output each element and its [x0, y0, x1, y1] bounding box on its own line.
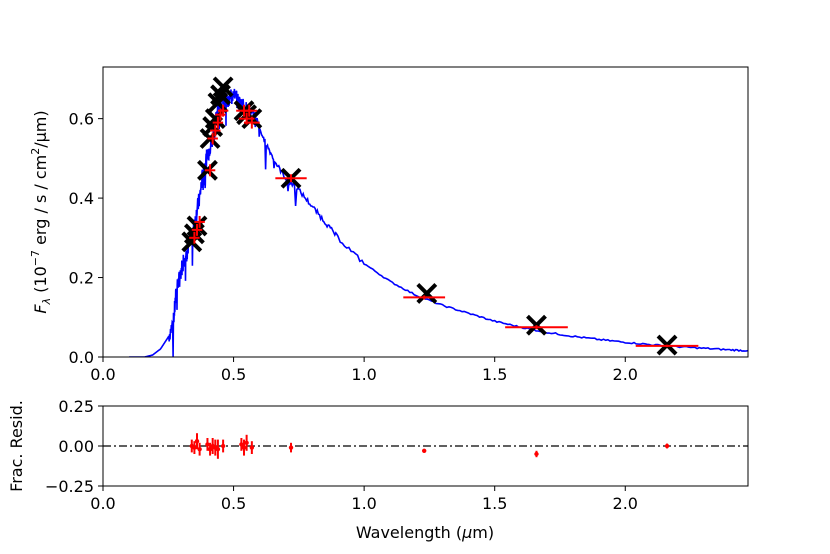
- marker-stroke: [416, 283, 438, 304]
- residual-point: [194, 433, 200, 450]
- main-y-tick-label: 0.4: [69, 189, 94, 208]
- residual-marker: [207, 447, 213, 452]
- residual-point: [534, 450, 539, 458]
- main-y-tick-label: 0.6: [69, 110, 94, 129]
- main-y-axis: 0.0 0.2 0.4 0.6: [69, 110, 103, 367]
- main-x-tick-label: 2.0: [613, 365, 638, 384]
- main-y-tick-label: 0.2: [69, 269, 94, 288]
- main-axes-frame: [102, 66, 749, 358]
- residual-point: [241, 439, 247, 456]
- model-photometry-marker: [416, 283, 438, 304]
- observed-photometry-point: [212, 116, 224, 129]
- residual-point: [197, 442, 202, 456]
- observed-photometry-point: [189, 231, 200, 244]
- residual-panel: 0.0 0.5 1.0 1.5 2.0 0.25 0.00 −0.25 Frac. Resi…: [7, 397, 749, 542]
- observed-photometry-point: [635, 344, 699, 348]
- residual-marker: [215, 447, 221, 452]
- residual-marker: [220, 443, 226, 449]
- residual-marker: [239, 442, 244, 447]
- observed-photometry-point: [217, 104, 229, 117]
- residual-marker: [249, 445, 255, 450]
- residual-x-axis: 0.0 0.5 1.0 1.5 2.0: [90, 486, 638, 513]
- residual-point: [421, 448, 427, 453]
- residual-point: [220, 439, 226, 453]
- observed-photometry-point: [403, 295, 446, 300]
- observed-photometry-point: [275, 174, 307, 183]
- residual-point: [215, 439, 221, 459]
- residual-marker: [241, 445, 247, 450]
- residual-marker: [192, 445, 197, 450]
- residual-x-tick-label: 0.5: [221, 494, 246, 513]
- observed-photometry-point: [505, 325, 568, 330]
- observed-photometry-point: [244, 116, 260, 129]
- residual-point: [239, 438, 244, 451]
- x-axis-label: Wavelength (μm): [356, 523, 494, 542]
- observed-photometry-point: [204, 164, 216, 177]
- residual-y-tick-label: 0.25: [58, 397, 94, 416]
- observed-photometry-errorbars: [189, 104, 699, 348]
- main-x-tick-label: 1.0: [351, 365, 376, 384]
- residual-x-tick-label: 2.0: [613, 494, 638, 513]
- residual-point: [288, 442, 294, 453]
- residual-point: [207, 442, 213, 456]
- residual-marker: [194, 439, 200, 444]
- observed-photometry-point: [194, 215, 205, 228]
- main-y-axis-label: Fλ (10−7 erg / s / cm2/μm): [29, 110, 53, 313]
- residual-marker: [288, 445, 294, 450]
- residual-x-tick-label: 1.0: [351, 494, 376, 513]
- residual-errorbars: [189, 433, 670, 459]
- residual-y-tick-label: 0.00: [58, 437, 94, 456]
- observed-photometry-point: [241, 104, 258, 117]
- main-panel: 0.0 0.5 1.0 1.5 2.0 0.0 0.2 0.4 0.6 Fλ (10−7 er…: [29, 66, 749, 384]
- marker-stroke: [212, 76, 234, 98]
- residual-y-axis: 0.25 0.00 −0.25: [45, 397, 103, 496]
- residual-point: [192, 441, 197, 454]
- residual-point: [244, 434, 249, 451]
- observed-photometry-point: [210, 124, 221, 137]
- model-spectrum-line: [129, 87, 748, 357]
- residual-marker: [197, 447, 202, 452]
- observed-photometry-point: [191, 223, 203, 236]
- residual-point: [664, 443, 670, 449]
- residual-marker: [664, 443, 670, 449]
- residual-marker: [534, 451, 539, 457]
- residual-y-tick-label: −0.25: [45, 477, 94, 496]
- residual-marker: [244, 440, 249, 445]
- residual-y-axis-label: Frac. Resid.: [7, 400, 26, 492]
- residual-point: [205, 438, 210, 451]
- main-x-tick-label: 1.5: [482, 365, 507, 384]
- main-x-axis: 0.0 0.5 1.0 1.5 2.0: [90, 357, 638, 384]
- residual-x-tick-label: 0.0: [90, 494, 115, 513]
- model-photometry-marker: [212, 76, 234, 98]
- residual-point: [249, 441, 255, 454]
- residual-marker: [205, 442, 210, 447]
- main-y-tick-label: 0.0: [69, 348, 94, 367]
- residual-x-tick-label: 1.5: [482, 494, 507, 513]
- main-x-tick-label: 0.5: [221, 365, 246, 384]
- main-x-tick-label: 0.0: [90, 365, 115, 384]
- residual-marker: [421, 448, 427, 453]
- observed-photometry-point: [207, 132, 218, 145]
